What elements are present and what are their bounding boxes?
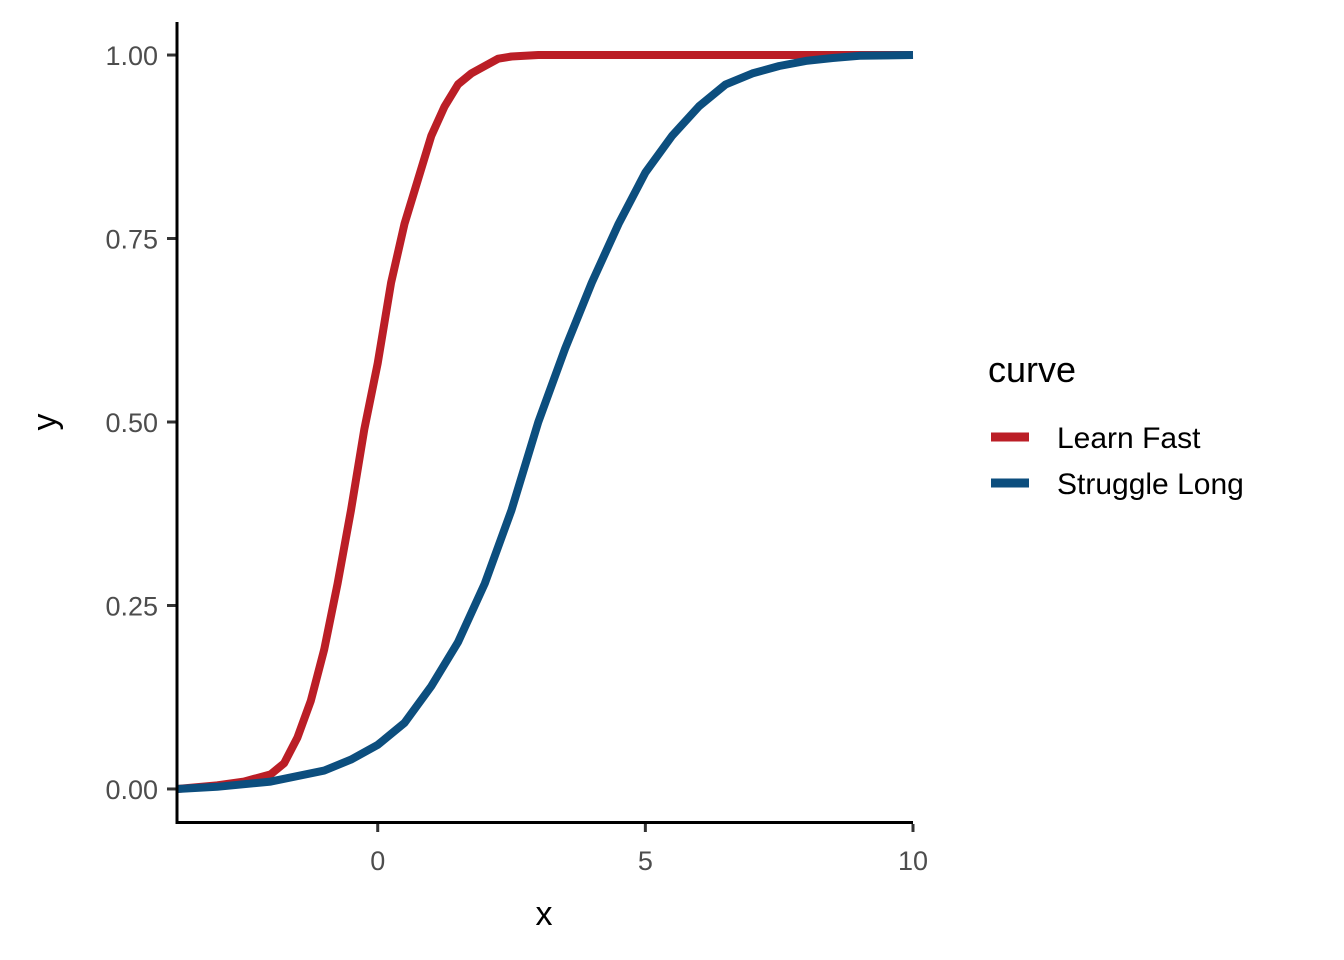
legend: curve Learn Fast Struggle Long — [988, 349, 1244, 501]
y-axis-title: y — [26, 414, 64, 431]
series-line-learn-fast — [176, 51, 913, 793]
series-line-struggle-long — [176, 51, 914, 793]
x-tick-label: 10 — [898, 846, 928, 876]
legend-label: Struggle Long — [1057, 468, 1244, 501]
y-tick-label: 0.50 — [105, 408, 158, 438]
y-tick-label: 1.00 — [105, 41, 158, 71]
x-ticks: 0 5 10 — [370, 824, 928, 876]
x-tick-label: 5 — [638, 846, 653, 876]
y-tick-label: 0.75 — [105, 225, 158, 255]
y-tick-label: 0.00 — [105, 775, 158, 805]
x-axis-title: x — [536, 895, 553, 933]
axes: 0 5 10 0.00 0.25 0.50 0.75 1.00 — [105, 22, 928, 876]
legend-title: curve — [988, 349, 1076, 390]
y-tick-label: 0.25 — [105, 591, 158, 621]
y-ticks: 0.00 0.25 0.50 0.75 1.00 — [105, 41, 176, 805]
plot-lines — [176, 51, 914, 793]
legend-label: Learn Fast — [1057, 422, 1201, 455]
x-tick-label: 0 — [370, 846, 385, 876]
legend-items: Learn Fast Struggle Long — [991, 422, 1244, 501]
